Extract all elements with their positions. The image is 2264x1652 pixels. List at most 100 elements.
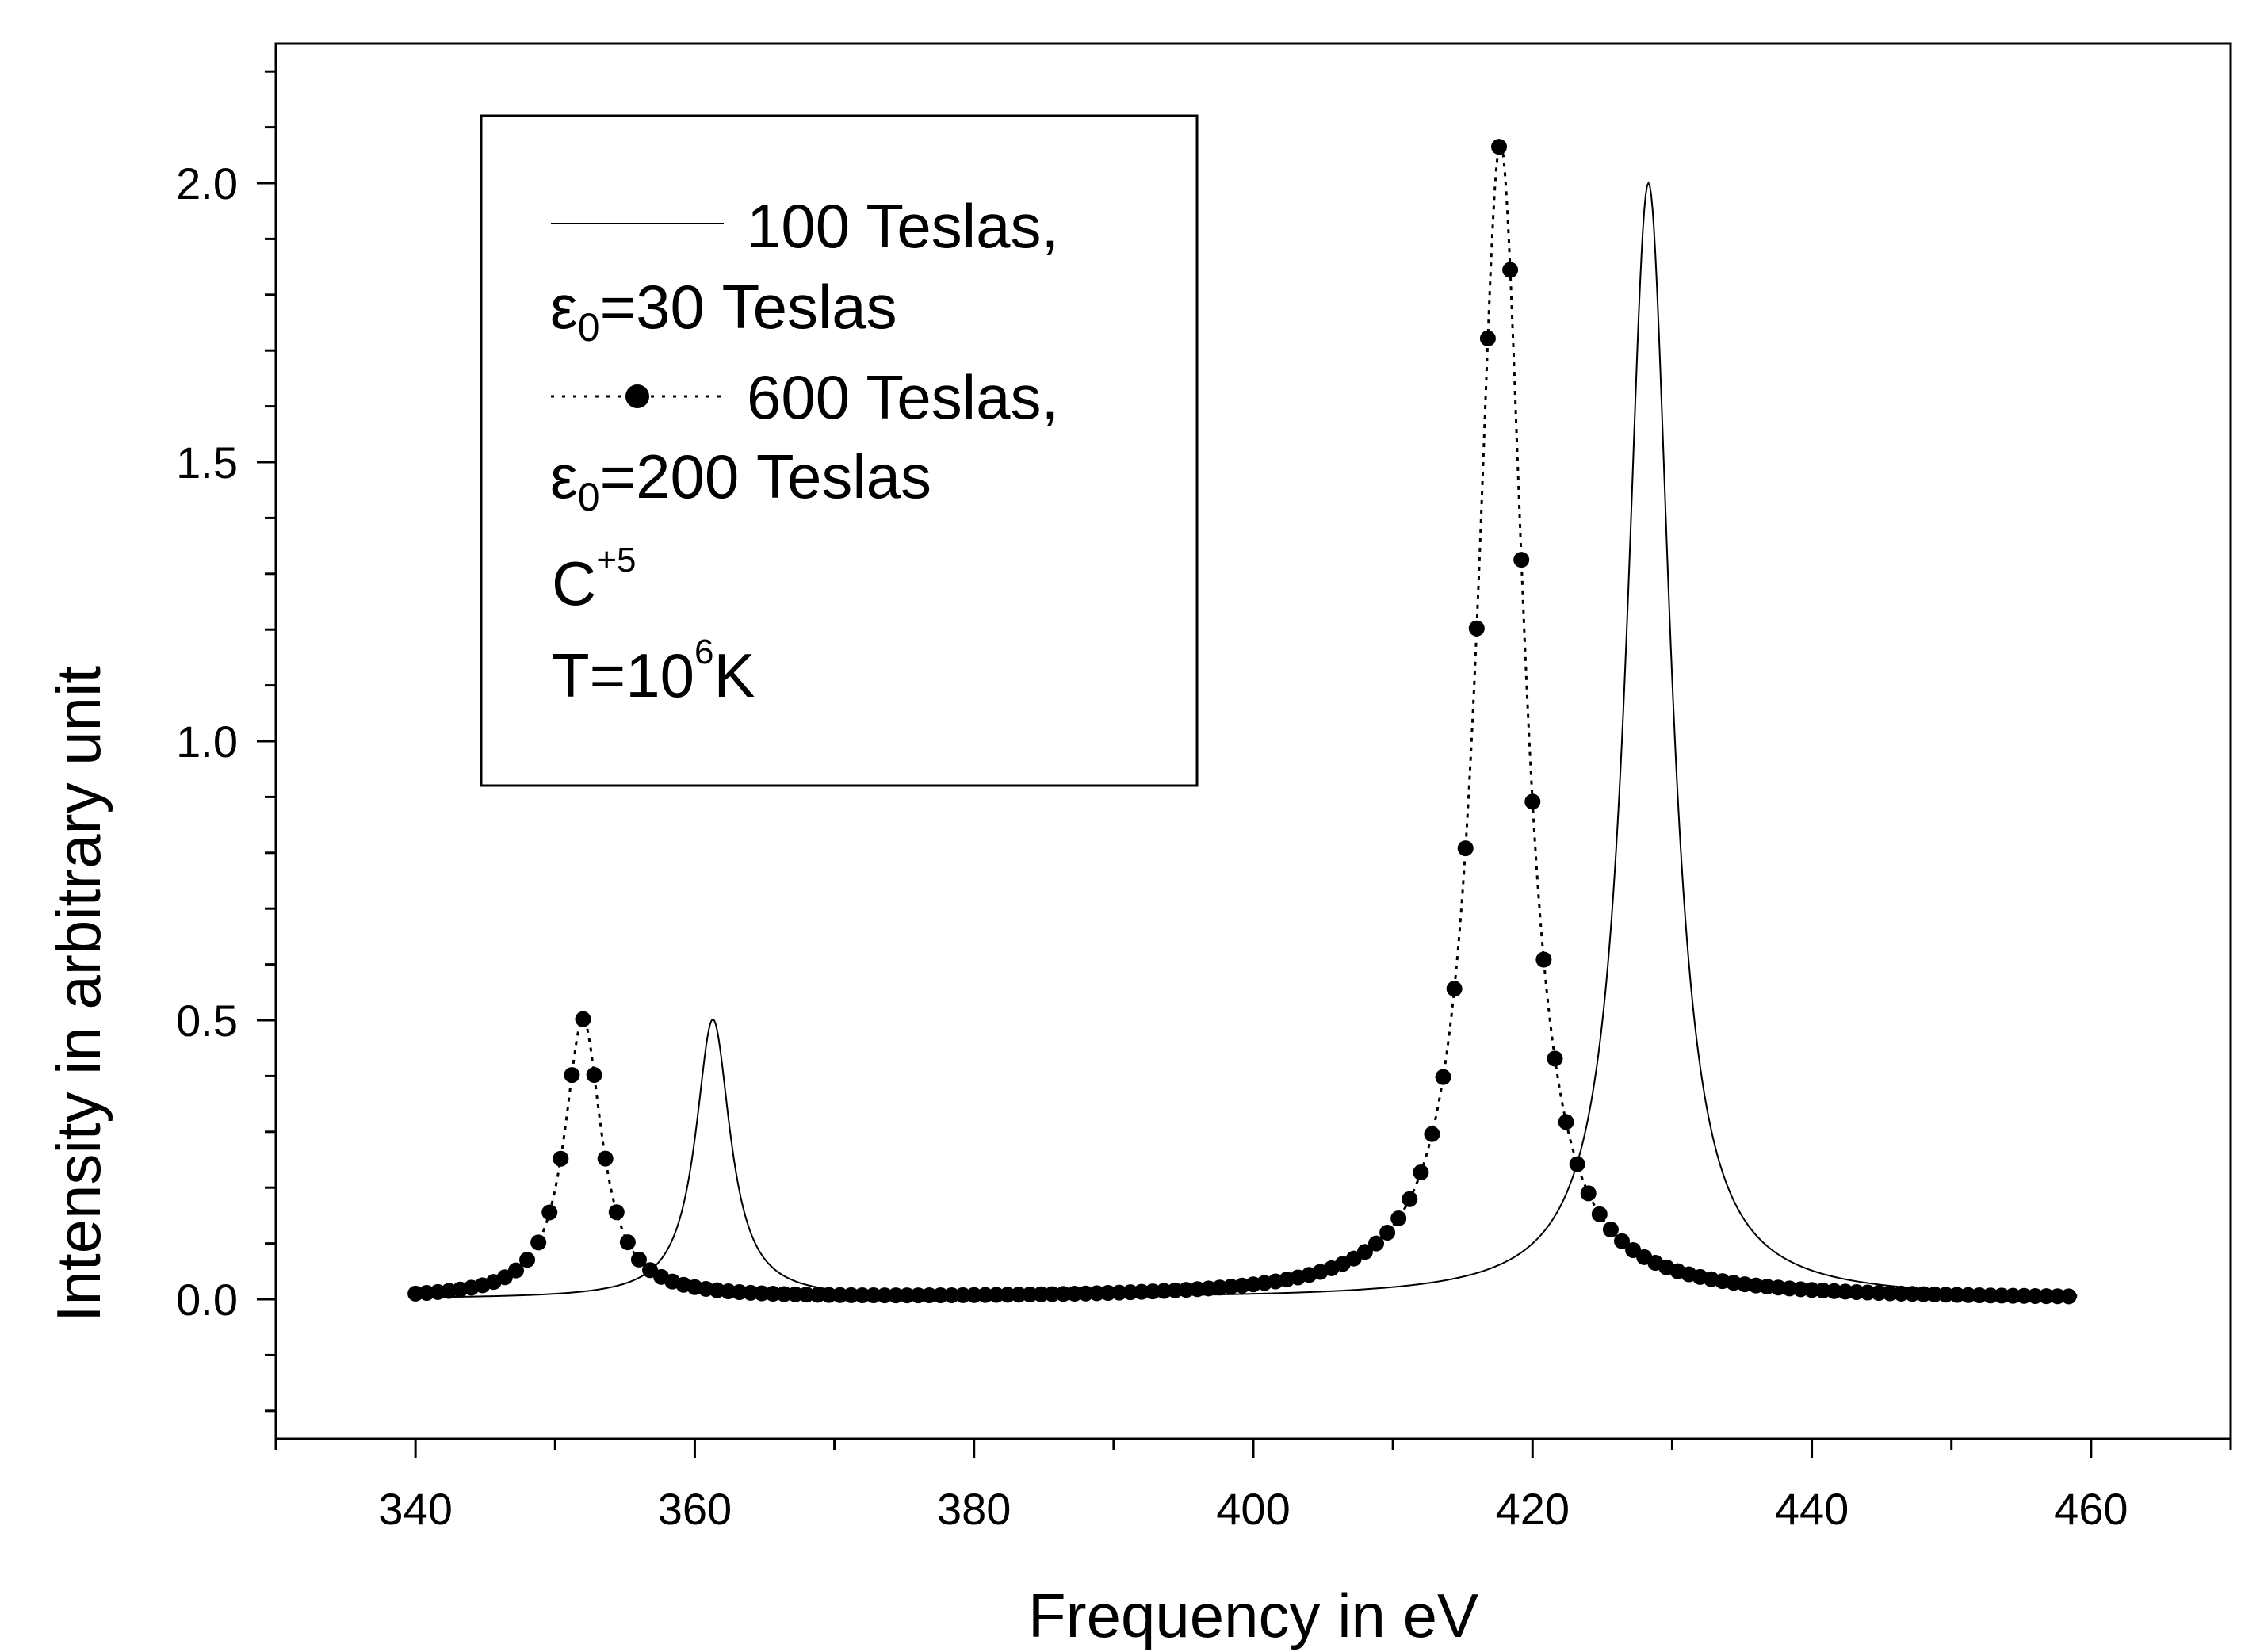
x-axis-label: Frequency in eV — [1028, 1581, 1478, 1650]
series-marker — [1066, 1286, 1083, 1302]
series-marker — [1614, 1233, 1631, 1249]
series-marker — [753, 1285, 770, 1302]
series-marker — [1468, 620, 1485, 637]
series-marker — [2060, 1288, 2077, 1305]
series-marker — [999, 1287, 1015, 1303]
series-marker — [854, 1287, 870, 1303]
y-tick-label: 1.0 — [176, 717, 238, 767]
series-marker — [1044, 1286, 1061, 1302]
series-marker — [1457, 840, 1474, 857]
series-marker — [1368, 1235, 1385, 1252]
series-marker — [776, 1286, 793, 1302]
series-marker — [2049, 1288, 2066, 1305]
legend-series1-label: 100 Teslas, — [747, 191, 1058, 261]
series-marker — [1960, 1287, 1976, 1303]
legend-temperature: T=106K — [552, 633, 755, 710]
y-tick-label: 0.0 — [176, 1275, 238, 1325]
series-marker — [1803, 1282, 1820, 1298]
epsilon-subscript: 0 — [578, 475, 600, 519]
series-marker — [608, 1204, 625, 1221]
series-marker — [865, 1287, 882, 1304]
legend: 100 Teslas, ε0=30 Teslas 600 Teslas, ε0=… — [480, 114, 1199, 787]
series-marker — [1134, 1283, 1150, 1300]
x-tick-label: 340 — [378, 1484, 452, 1534]
series-marker — [1502, 262, 1519, 278]
series-marker — [1055, 1286, 1072, 1302]
series-marker — [921, 1287, 938, 1304]
series-marker — [954, 1287, 971, 1303]
series-marker — [1167, 1282, 1184, 1298]
series-marker — [1524, 793, 1541, 810]
series-marker — [1356, 1244, 1373, 1260]
series-marker — [1915, 1286, 1932, 1302]
series-marker — [619, 1234, 636, 1251]
x-tick-label: 460 — [2054, 1484, 2128, 1534]
legend-series1-param-value: =30 Teslas — [600, 272, 897, 342]
ion-base: C — [552, 549, 596, 618]
series-marker — [575, 1011, 591, 1027]
series-marker — [1535, 951, 1552, 968]
series-marker — [1602, 1222, 1619, 1238]
series-marker — [1379, 1224, 1396, 1241]
series-marker — [809, 1287, 826, 1303]
temperature-base: T=10 — [552, 641, 694, 710]
x-tick-label: 360 — [658, 1484, 732, 1534]
legend-series1-param: ε0=30 Teslas — [550, 272, 897, 350]
series-marker — [1424, 1126, 1440, 1142]
series-marker — [742, 1284, 759, 1301]
series-marker — [731, 1284, 748, 1300]
series-marker — [1011, 1287, 1027, 1303]
series-marker — [1860, 1284, 1876, 1301]
series-marker — [1479, 330, 1496, 346]
series-marker — [1837, 1283, 1853, 1300]
series-marker — [1033, 1286, 1050, 1302]
series-marker — [1402, 1191, 1418, 1207]
series-marker — [899, 1287, 916, 1304]
series-marker — [787, 1286, 804, 1302]
series-marker — [1077, 1285, 1094, 1302]
series-marker — [798, 1287, 815, 1303]
series-marker — [966, 1287, 982, 1303]
legend-series2-label: 600 Teslas, — [747, 362, 1058, 432]
series-marker — [1088, 1285, 1105, 1302]
series-marker — [765, 1286, 782, 1302]
epsilon-subscript: 0 — [578, 305, 600, 350]
series-marker — [988, 1287, 1004, 1303]
series-marker — [1882, 1285, 1899, 1302]
series-marker — [1983, 1287, 1999, 1304]
series-marker — [507, 1262, 524, 1279]
series-marker — [1848, 1283, 1864, 1300]
series-marker — [1435, 1069, 1451, 1085]
series-marker — [1926, 1286, 1943, 1302]
series-marker — [1948, 1287, 1965, 1303]
legend-box — [480, 114, 1199, 787]
series-marker — [1815, 1283, 1831, 1299]
x-tick-label: 380 — [937, 1484, 1011, 1534]
legend-marker-dot — [625, 384, 649, 408]
series-marker — [1111, 1284, 1127, 1301]
series-marker — [832, 1287, 848, 1303]
series-marker — [1547, 1050, 1563, 1067]
series-marker — [630, 1251, 647, 1268]
series-marker — [932, 1287, 949, 1304]
series-marker — [843, 1287, 859, 1303]
series-marker — [1893, 1285, 1910, 1302]
series-marker — [1413, 1164, 1429, 1180]
series-marker — [1971, 1287, 1987, 1303]
y-tick-label: 2.0 — [176, 159, 238, 208]
series-marker — [597, 1150, 614, 1167]
series-marker — [1446, 981, 1463, 997]
series-marker — [1022, 1287, 1038, 1303]
series-line-1 — [415, 181, 2078, 1298]
series-marker — [1994, 1287, 2010, 1304]
series-marker — [1122, 1284, 1138, 1301]
series-marker — [541, 1204, 558, 1221]
series-marker — [910, 1287, 927, 1304]
series-marker — [1099, 1285, 1116, 1302]
temperature-unit: K — [713, 641, 755, 710]
series-marker — [888, 1287, 904, 1304]
series-marker — [564, 1067, 580, 1084]
y-axis-ticks: 0.0 0.5 1.0 1.5 2.0 — [176, 70, 276, 1413]
epsilon-symbol: ε — [550, 442, 578, 511]
